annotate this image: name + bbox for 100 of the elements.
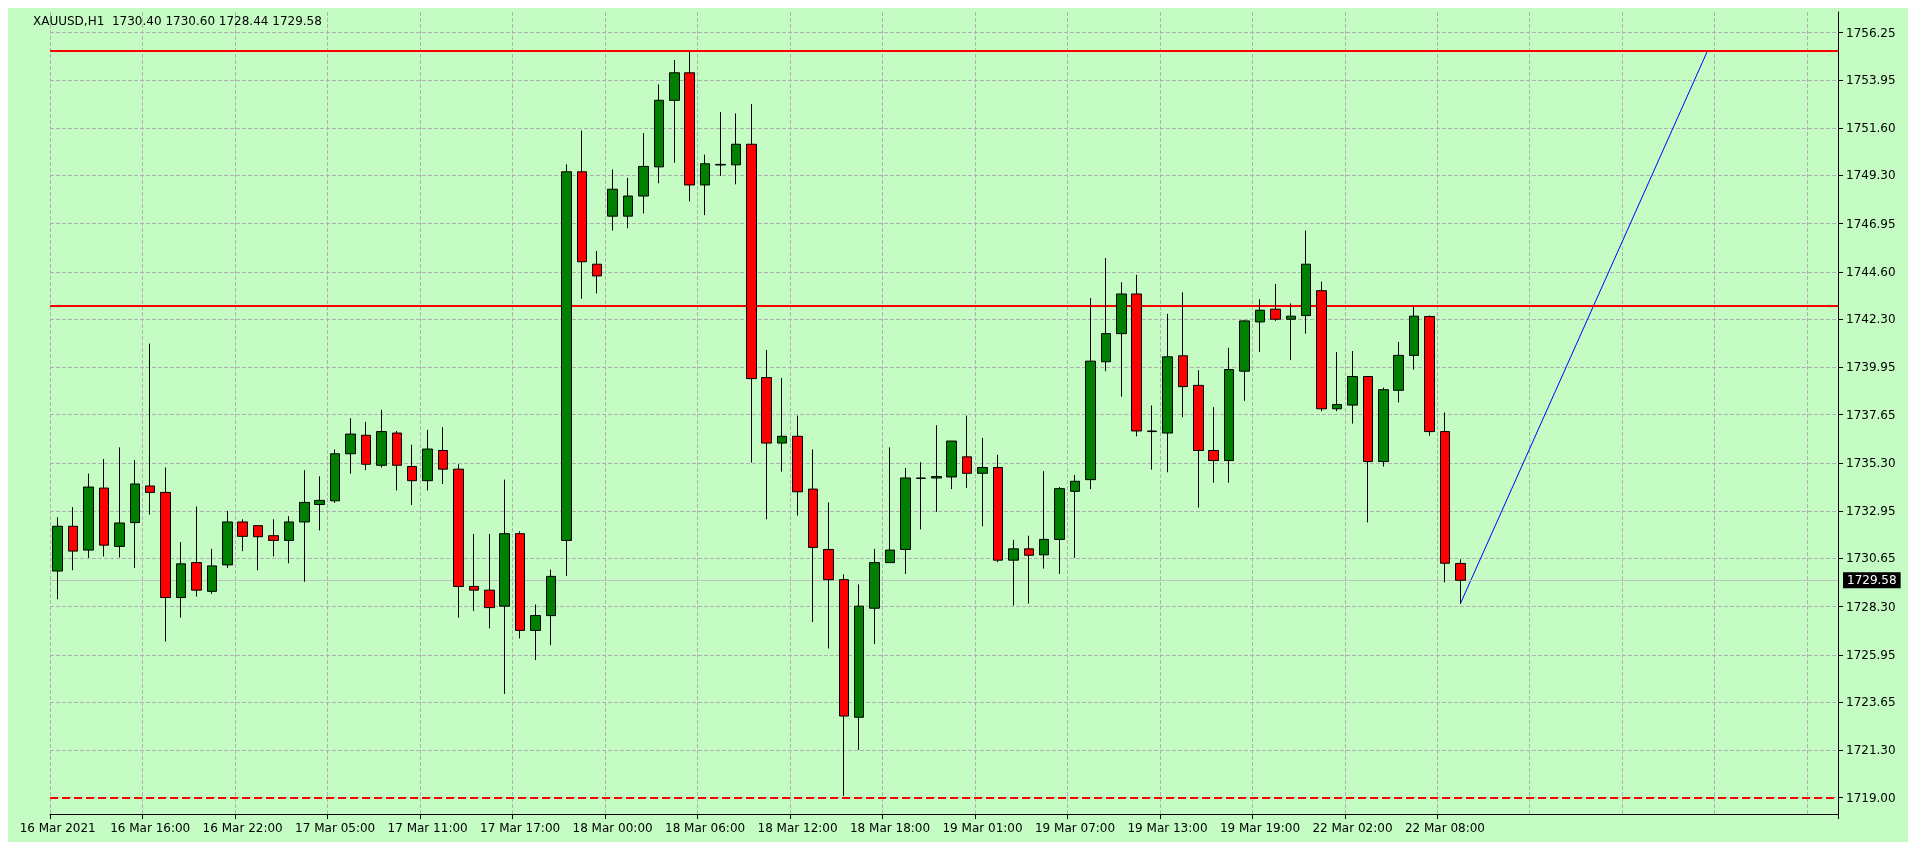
candlestick bbox=[422, 429, 433, 491]
candlestick bbox=[515, 530, 525, 639]
candlestick bbox=[52, 516, 63, 600]
y-tick-label: 1732.95 bbox=[1846, 504, 1896, 519]
candlestick bbox=[438, 426, 448, 485]
candlestick bbox=[530, 604, 541, 661]
candlestick bbox=[654, 84, 664, 184]
candlestick bbox=[1162, 313, 1173, 473]
candlestick bbox=[561, 163, 572, 577]
candlestick bbox=[237, 518, 248, 552]
candlestick bbox=[114, 446, 125, 558]
ref-line-label: 1729.58 bbox=[1847, 573, 1897, 588]
x-tick-label: 19 Mar 19:00 bbox=[1219, 821, 1301, 835]
x-tick-label: 17 Mar 11:00 bbox=[387, 821, 468, 835]
x-tick-label: 19 Mar 01:00 bbox=[942, 821, 1023, 835]
x-tick-label: 18 Mar 06:00 bbox=[665, 821, 746, 835]
candlestick bbox=[453, 463, 464, 619]
y-tick-label: 1719.00 bbox=[1846, 790, 1896, 805]
y-tick-label: 1751.60 bbox=[1846, 121, 1896, 136]
candlestick bbox=[1363, 376, 1373, 523]
x-tick-label: 16 Mar 16:00 bbox=[110, 821, 191, 835]
y-tick-label: 1730.65 bbox=[1846, 551, 1896, 566]
candlestick bbox=[823, 501, 834, 649]
candlestick bbox=[299, 469, 310, 583]
candlestick bbox=[314, 475, 325, 531]
candlestick bbox=[854, 583, 864, 751]
candlestick bbox=[1393, 341, 1404, 403]
candlestick bbox=[407, 444, 417, 506]
y-tick-label: 1742.30 bbox=[1846, 312, 1896, 327]
candlestick bbox=[777, 377, 787, 473]
candlestick bbox=[130, 459, 140, 569]
candlestick bbox=[977, 437, 988, 527]
candlestick bbox=[869, 548, 880, 645]
x-tick-label: 18 Mar 12:00 bbox=[757, 821, 838, 835]
candlestick bbox=[1147, 405, 1157, 471]
candlestick bbox=[1378, 387, 1389, 467]
candlestick bbox=[885, 446, 895, 564]
candlestick bbox=[1239, 319, 1250, 402]
candlestick bbox=[330, 448, 340, 504]
candlestick bbox=[392, 430, 402, 491]
x-tick-label: 16 Mar 2021 bbox=[19, 821, 96, 835]
candlestick bbox=[900, 467, 911, 575]
x-tick-label: 16 Mar 22:00 bbox=[202, 821, 283, 835]
candlestick bbox=[623, 177, 633, 229]
candlestick bbox=[469, 533, 479, 612]
x-tick-label: 17 Mar 17:00 bbox=[480, 821, 561, 835]
candlestick bbox=[792, 415, 803, 517]
candlestick bbox=[499, 479, 510, 695]
candlestick bbox=[808, 448, 818, 623]
y-tick-label: 1735.30 bbox=[1846, 455, 1896, 470]
x-tick-label: 18 Mar 18:00 bbox=[849, 821, 931, 835]
y-tick-label: 1737.65 bbox=[1846, 407, 1896, 422]
candlestick bbox=[592, 250, 602, 294]
y-tick-label: 1749.30 bbox=[1846, 168, 1896, 183]
candlestick bbox=[1024, 535, 1034, 604]
candlestick bbox=[1193, 369, 1204, 509]
x-tick-label: 19 Mar 07:00 bbox=[1034, 821, 1116, 835]
candlestick bbox=[222, 510, 233, 569]
y-tick-label: 1721.30 bbox=[1846, 743, 1896, 758]
candlestick bbox=[761, 349, 772, 520]
candlestick bbox=[731, 112, 741, 185]
candlestick bbox=[946, 440, 957, 490]
candlestick bbox=[1085, 297, 1096, 490]
candlestick bbox=[1208, 406, 1219, 484]
candlestick bbox=[1286, 302, 1296, 361]
candlestick bbox=[284, 515, 294, 564]
candlestick bbox=[1255, 298, 1265, 353]
candlestick bbox=[962, 415, 972, 489]
candlestick bbox=[1224, 347, 1234, 484]
x-tick-label: 19 Mar 13:00 bbox=[1127, 821, 1208, 835]
y-tick-label: 1725.95 bbox=[1846, 647, 1896, 662]
candlestick bbox=[1101, 257, 1111, 372]
candlestick bbox=[176, 541, 186, 619]
y-tick-label: 1756.25 bbox=[1846, 25, 1896, 40]
candlestick bbox=[1424, 315, 1435, 437]
candlestick bbox=[83, 473, 94, 559]
y-tick-label: 1753.95 bbox=[1846, 72, 1896, 87]
candlestick bbox=[577, 130, 587, 300]
candlestick bbox=[376, 409, 387, 469]
candlestick bbox=[1409, 306, 1419, 371]
candlestick bbox=[160, 467, 171, 642]
y-tick-label: 1744.60 bbox=[1846, 264, 1896, 279]
x-tick-label: 18 Mar 00:00 bbox=[572, 821, 653, 835]
candlestick bbox=[1440, 411, 1450, 583]
candlestick bbox=[68, 506, 78, 571]
candlestick bbox=[99, 458, 109, 557]
chart-title: XAUUSD,H1 1730.40 1730.60 1728.44 1729.58 bbox=[33, 14, 322, 28]
candlestick bbox=[1301, 230, 1311, 335]
candlestick bbox=[1054, 486, 1065, 575]
y-tick-label: 1723.65 bbox=[1846, 695, 1896, 710]
candlestick bbox=[1347, 350, 1358, 425]
candlestick bbox=[638, 132, 649, 214]
candlestick bbox=[1070, 474, 1080, 559]
candlestick bbox=[1455, 558, 1466, 605]
candlestick bbox=[715, 111, 726, 177]
candlestick bbox=[1008, 539, 1019, 607]
candlestick bbox=[1039, 470, 1049, 570]
y-tick-label: 1739.95 bbox=[1846, 360, 1896, 375]
x-tick-label: 17 Mar 05:00 bbox=[295, 821, 376, 835]
candlestick bbox=[669, 59, 680, 164]
